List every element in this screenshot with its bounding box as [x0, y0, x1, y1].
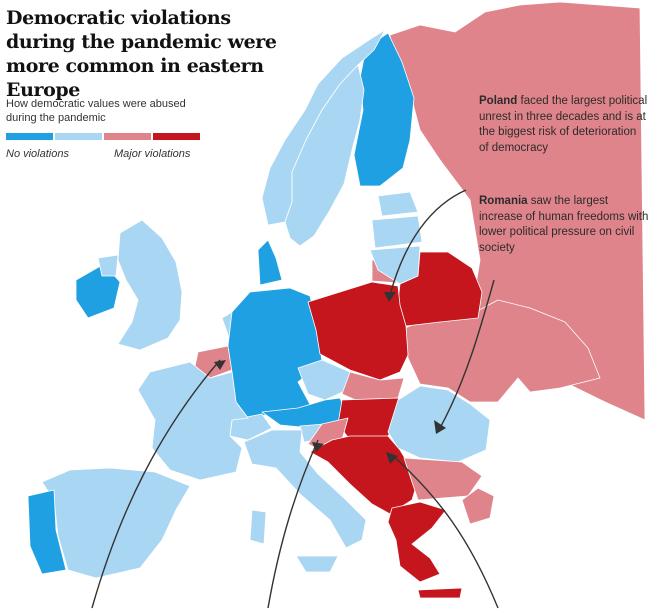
country-denmark: [257, 239, 283, 286]
country-bulgaria: [403, 457, 483, 501]
annotation-text: faced the largest political unrest in th…: [479, 95, 648, 154]
country-italy: [243, 429, 367, 549]
legend-high-label: Major violations: [114, 148, 191, 160]
annotation-country: Romania: [479, 195, 528, 207]
country-italy: [295, 555, 339, 573]
country-portugal: [27, 489, 67, 575]
legend-color-bar: [6, 133, 200, 140]
country-turkey: [461, 487, 495, 525]
country-germany: [227, 287, 323, 419]
annotation-romania: Romania saw the largest increase of huma…: [479, 194, 649, 256]
arrowhead-poland: [384, 292, 396, 302]
map-title: Democratic violations during the pandemi…: [6, 7, 277, 101]
arrowhead-belgium: [214, 360, 226, 370]
annotation-arrow-poland: [389, 189, 467, 296]
arrowhead-serbia: [386, 452, 398, 464]
legend-swatch-1: [6, 133, 53, 140]
country-italy: [249, 509, 267, 545]
country-greece: [387, 501, 447, 583]
legend-swatch-2: [55, 133, 102, 140]
legend-subtitle: How democratic values were abused during…: [6, 98, 186, 124]
arrowhead-croatia: [312, 442, 324, 452]
country-ukraine: [404, 299, 601, 403]
annotation-country: Poland: [479, 95, 518, 107]
country-france: [137, 361, 249, 481]
country-uk: [97, 254, 119, 277]
arc-line: [91, 359, 221, 609]
country-latvia: [371, 215, 423, 249]
country-finland: [353, 32, 415, 187]
country-sweden: [284, 64, 365, 247]
legend-swatch-3: [104, 133, 151, 140]
country-uk: [117, 219, 183, 351]
country-estonia: [377, 191, 419, 217]
arc-line: [267, 439, 319, 609]
legend-swatch-4: [153, 133, 200, 140]
arrowhead-romania: [434, 420, 446, 434]
country-belgium: [194, 345, 233, 379]
country-spain: [41, 467, 191, 579]
arc-line: [391, 454, 499, 609]
legend-low-label: No violations: [6, 148, 69, 160]
annotation-text: saw the largest increase of human freedo…: [479, 195, 649, 254]
country-greece: [417, 587, 463, 599]
annotation-poland: Poland faced the largest political unres…: [479, 94, 649, 156]
country-poland: [307, 281, 409, 381]
annotation-arrow-romania: [439, 279, 495, 429]
